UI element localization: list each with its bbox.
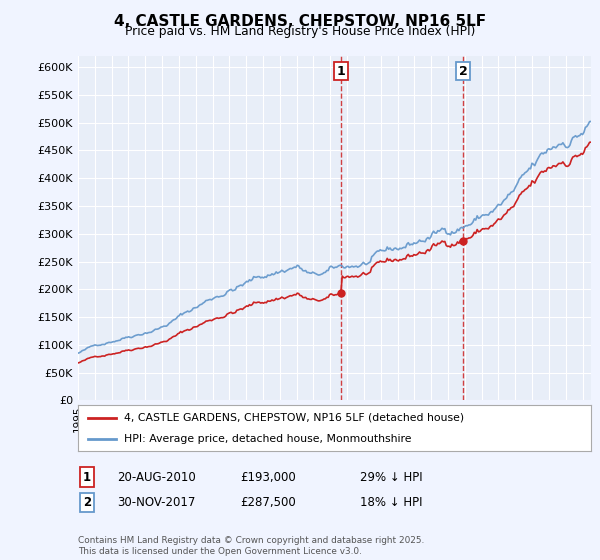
Text: 2: 2 xyxy=(459,64,468,78)
Text: £287,500: £287,500 xyxy=(240,496,296,509)
Text: Contains HM Land Registry data © Crown copyright and database right 2025.
This d: Contains HM Land Registry data © Crown c… xyxy=(78,536,424,556)
Text: 2: 2 xyxy=(83,496,91,509)
Text: HPI: Average price, detached house, Monmouthshire: HPI: Average price, detached house, Monm… xyxy=(124,435,412,444)
Text: Price paid vs. HM Land Registry's House Price Index (HPI): Price paid vs. HM Land Registry's House … xyxy=(125,25,475,38)
Text: £193,000: £193,000 xyxy=(240,470,296,484)
Text: 30-NOV-2017: 30-NOV-2017 xyxy=(117,496,196,509)
Text: 1: 1 xyxy=(83,470,91,484)
Text: 4, CASTLE GARDENS, CHEPSTOW, NP16 5LF: 4, CASTLE GARDENS, CHEPSTOW, NP16 5LF xyxy=(114,14,486,29)
Text: 29% ↓ HPI: 29% ↓ HPI xyxy=(360,470,422,484)
Text: 1: 1 xyxy=(337,64,345,78)
Text: 4, CASTLE GARDENS, CHEPSTOW, NP16 5LF (detached house): 4, CASTLE GARDENS, CHEPSTOW, NP16 5LF (d… xyxy=(124,413,464,423)
Text: 18% ↓ HPI: 18% ↓ HPI xyxy=(360,496,422,509)
Text: 20-AUG-2010: 20-AUG-2010 xyxy=(117,470,196,484)
